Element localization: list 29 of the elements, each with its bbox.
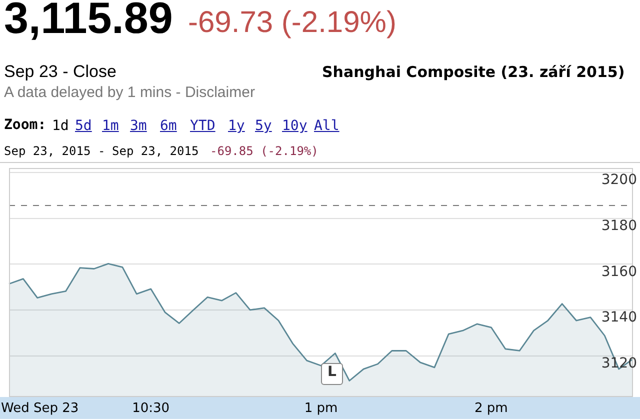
- text: -69.73 (-2.19%): [188, 6, 396, 40]
- text: 1y: [228, 118, 245, 134]
- text: 3m: [130, 118, 147, 134]
- text: Sep 23, 2015: [4, 144, 91, 158]
- text: Sep 23, 2015: [112, 144, 199, 158]
- y-tick-label: 3140: [601, 310, 637, 326]
- text: 10y: [282, 118, 308, 134]
- text: 6m: [160, 118, 177, 134]
- annotation: L: [321, 363, 343, 385]
- text: 1m: [102, 118, 119, 134]
- chart-title: Shanghai Composite (23. září 2015): [322, 63, 625, 81]
- text: 5y: [255, 118, 272, 134]
- y-tick-label: 3200: [601, 172, 637, 188]
- text: A data delayed by 1 mins - Disclaimer: [4, 84, 255, 101]
- y-tick-label: 3160: [601, 264, 637, 280]
- x-tick-label: 2 pm: [474, 400, 508, 416]
- text: 3,115.89: [4, 0, 173, 44]
- text: YTD: [190, 118, 216, 134]
- x-tick-label: Wed Sep 23: [1, 400, 79, 416]
- text: 5d: [75, 118, 92, 134]
- text: -: [98, 144, 106, 158]
- text: -69.85 (-2.19%): [210, 144, 318, 158]
- text: Sep 23 - Close: [4, 62, 116, 82]
- text: Zoom:: [4, 117, 46, 133]
- text: 1d: [52, 118, 69, 134]
- y-tick-label: 3180: [601, 218, 637, 234]
- x-tick-label: 10:30: [132, 400, 170, 416]
- x-tick-label: 1 pm: [304, 400, 338, 416]
- text: All: [314, 118, 340, 134]
